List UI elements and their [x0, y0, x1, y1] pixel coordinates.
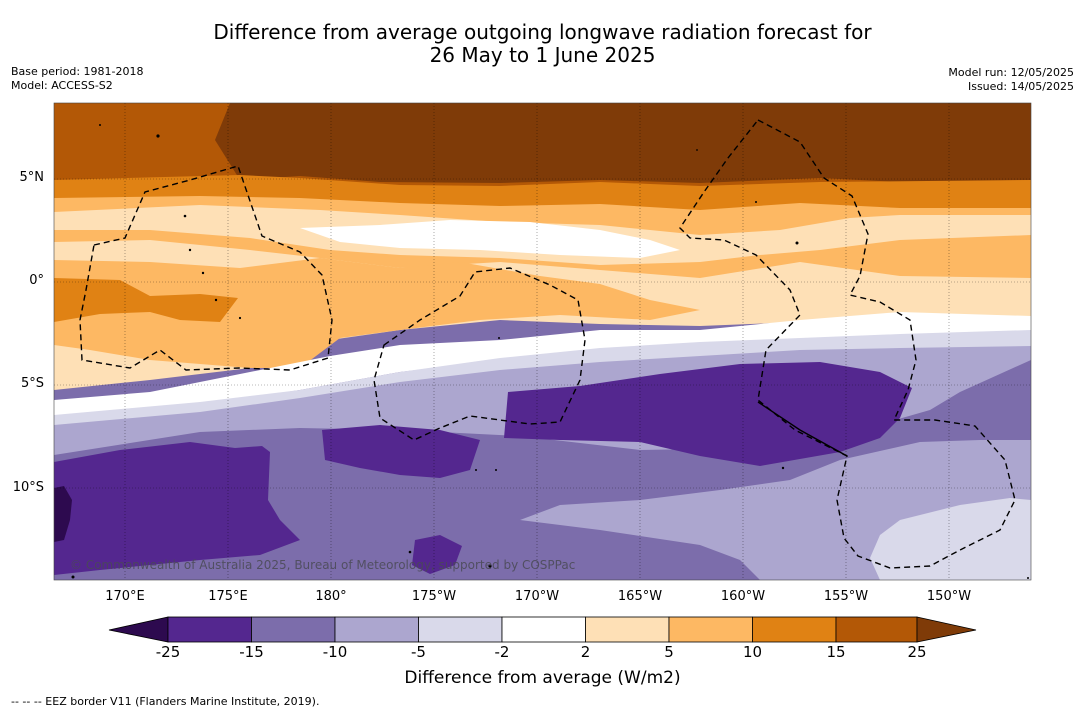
band-below-minus25 — [54, 486, 72, 542]
band-25-plus — [215, 103, 1031, 183]
lon-tick: 175°E — [208, 589, 248, 604]
band-minus15-minus10-small — [412, 535, 462, 574]
band-minus15-minus10-mid — [322, 425, 480, 478]
band-5-10-west — [54, 258, 700, 368]
colorbar-label: 2 — [580, 643, 591, 661]
lat-tick: 10°S — [12, 480, 44, 495]
colorbar-label: 5 — [664, 643, 674, 661]
colorbar-bin — [585, 616, 670, 643]
colorbar-label: 25 — [907, 643, 927, 661]
colorbar-label: -10 — [322, 643, 348, 661]
base-period: Base period: 1981-2018 — [11, 65, 144, 78]
lon-tick: 160°W — [720, 589, 766, 604]
title-line-1: Difference from average outgoing longwav… — [213, 20, 872, 44]
colorbar — [108, 616, 977, 643]
band-10-15-west — [54, 278, 238, 322]
colorbar-extend-high — [916, 616, 977, 643]
meta-left: Base period: 1981-2018 Model: ACCESS-S2 — [11, 65, 143, 93]
colorbar-title: Difference from average (W/m2) — [404, 668, 681, 688]
copyright-notice: © Commonwealth of Australia 2025, Bureau… — [70, 558, 576, 572]
colorbar-label: -5 — [411, 643, 426, 661]
lon-tick: 155°W — [823, 589, 869, 604]
islands — [71, 124, 1029, 579]
colorbar-label: 10 — [742, 643, 763, 661]
lon-tick: 165°W — [617, 589, 663, 604]
colorbar-bin — [251, 616, 336, 643]
band-minus15-minus10-east — [504, 362, 912, 466]
band-10-15 — [54, 175, 1031, 212]
issued-date: Issued: 14/05/2025 — [967, 80, 1074, 93]
eez-boundary-solid — [757, 401, 848, 457]
colorbar-bin — [501, 616, 586, 643]
colorbar-bin — [752, 616, 837, 643]
lat-tick: 5°S — [20, 376, 44, 391]
band-minus2-2-north — [300, 220, 680, 258]
lon-tick: 170°W — [514, 589, 560, 604]
colorbar-extend-low — [108, 616, 169, 643]
model-run: Model run: 12/05/2025 — [948, 66, 1074, 79]
colorbar-label: -2 — [494, 643, 510, 661]
lon-tick: 180° — [315, 589, 347, 604]
model-name: Model: ACCESS-S2 — [11, 79, 113, 92]
colorbar-bin — [418, 616, 503, 643]
colorbar-label: -25 — [155, 643, 181, 661]
eez-borders — [79, 119, 1016, 569]
meta-right: Model run: 12/05/2025 Issued: 14/05/2025 — [948, 66, 1074, 94]
band-minus15-minus10-west — [54, 442, 300, 575]
colorbar-label: -15 — [239, 643, 264, 661]
colorbar-bin — [334, 616, 419, 643]
lon-tick: 170°E — [105, 589, 145, 604]
lon-tick: 175°W — [411, 589, 457, 604]
lat-tick: 5°N — [19, 170, 45, 185]
lon-tick: 150°W — [926, 589, 972, 604]
map-title: Difference from average outgoing longwav… — [0, 21, 1085, 67]
title-line-2: 26 May to 1 June 2025 — [429, 43, 656, 67]
map-frame — [53, 102, 1032, 581]
band-minus5-minus2-south — [870, 498, 1031, 580]
colorbar-bin — [835, 616, 918, 643]
eez-footnote: -- -- -- EEZ border V11 (Flanders Marine… — [11, 695, 320, 708]
colorbar-bin — [668, 616, 753, 643]
colorbar-bin — [167, 616, 252, 643]
colorbar-label: 15 — [826, 643, 846, 661]
graticule — [54, 103, 1031, 580]
lat-tick: 0° — [29, 273, 44, 288]
anomaly-fields — [54, 103, 1031, 580]
